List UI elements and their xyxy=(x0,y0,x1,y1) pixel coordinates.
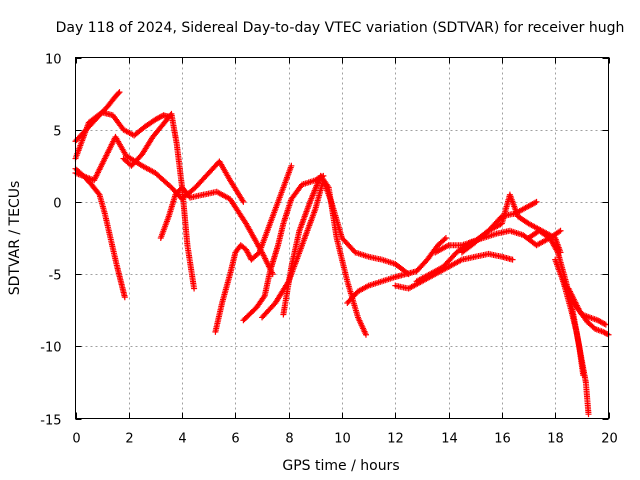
series-arc-6 xyxy=(157,184,276,278)
data-point xyxy=(288,162,295,169)
series-arc-1 xyxy=(72,165,128,301)
x-tick-label: 16 xyxy=(494,432,511,447)
x-tick-label: 6 xyxy=(231,432,239,447)
x-tick-label: 20 xyxy=(601,432,618,447)
y-tick-label: -10 xyxy=(40,341,61,356)
series-arc-3 xyxy=(72,109,172,162)
y-tick-label: 10 xyxy=(45,53,62,68)
series-arc-17 xyxy=(552,256,592,418)
series-arc-19 xyxy=(565,285,612,338)
y-tick-label: 5 xyxy=(53,125,61,140)
data-point xyxy=(116,89,123,96)
data-point xyxy=(269,271,276,278)
y-tick-label: -15 xyxy=(40,414,61,429)
series-arc-8 xyxy=(240,172,327,324)
series-arc-4 xyxy=(120,110,198,292)
data-point xyxy=(604,331,611,338)
tick-labels: 0 2 4 6 8 10 12 14 16 18 20 -15 -10 -5 0 5 10 xyxy=(40,53,618,447)
series-arc-10 xyxy=(259,177,412,321)
x-tick-label: 2 xyxy=(125,432,133,447)
chart-title: Day 118 of 2024, Sidereal Day-to-day VTE… xyxy=(56,20,625,36)
data-point xyxy=(509,256,516,263)
x-tick-label: 10 xyxy=(334,432,351,447)
data-point xyxy=(585,411,592,418)
x-tick-label: 8 xyxy=(285,432,293,447)
series-arc-15 xyxy=(458,191,564,256)
series-arc-14 xyxy=(432,198,540,256)
data-point xyxy=(121,294,128,301)
data-point xyxy=(557,227,564,234)
data-point xyxy=(601,320,608,327)
x-axis-label: GPS time / hours xyxy=(282,458,399,474)
x-tick-label: 12 xyxy=(387,432,404,447)
data-point xyxy=(556,228,563,235)
data-point xyxy=(240,198,247,205)
x-tick-label: 4 xyxy=(178,432,186,447)
plot-frame xyxy=(75,57,609,419)
data-point xyxy=(362,331,369,338)
data-point xyxy=(533,198,540,205)
data-point xyxy=(442,235,449,241)
data-point xyxy=(441,236,448,243)
axis-ticks xyxy=(75,57,610,420)
series-arc-9 xyxy=(280,172,369,338)
data-series xyxy=(72,89,612,418)
data-point xyxy=(115,90,122,97)
y-axis-label: SDTVAR / TECUs xyxy=(7,181,23,296)
y-tick-label: -5 xyxy=(49,269,62,284)
data-point xyxy=(191,285,198,292)
data-point xyxy=(602,321,609,328)
x-tick-label: 0 xyxy=(72,432,80,447)
x-tick-label: 18 xyxy=(547,432,564,447)
series-arc-7 xyxy=(212,162,295,335)
data-point xyxy=(532,199,539,206)
x-tick-label: 14 xyxy=(441,432,458,447)
y-tick-label: 0 xyxy=(53,197,61,212)
